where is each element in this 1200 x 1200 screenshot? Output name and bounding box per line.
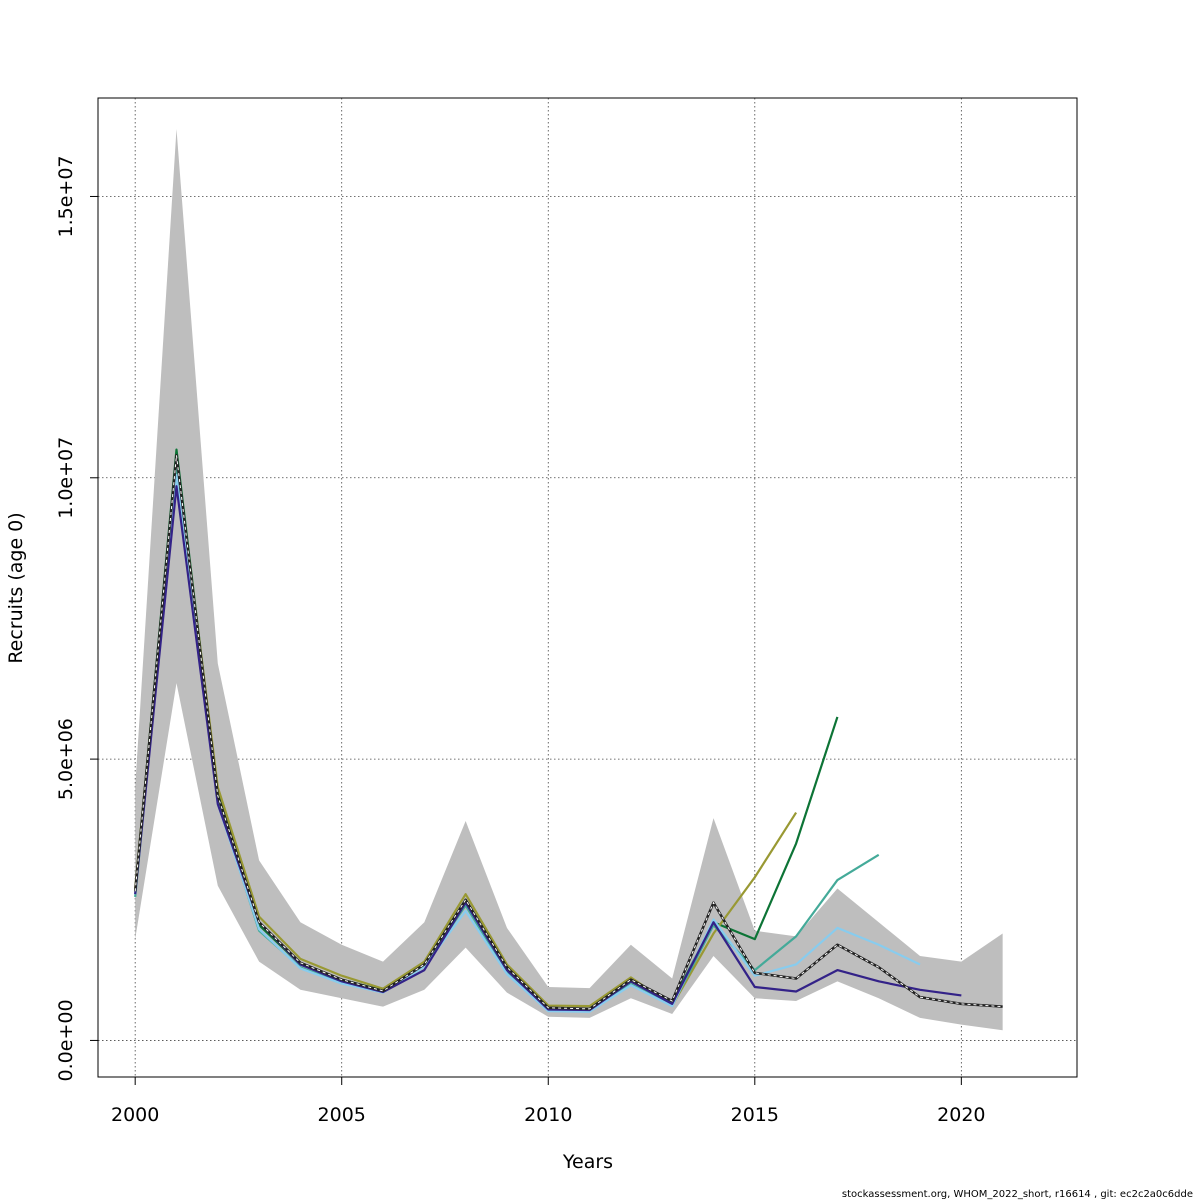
x-tick-label-4: 2020 — [937, 1104, 985, 1126]
series-layer — [133, 448, 1003, 1013]
grid — [98, 98, 1077, 1077]
x-tick-label-2: 2010 — [524, 1104, 572, 1126]
y-tick-label-0: 0.0e+00 — [55, 999, 77, 1081]
x-tick-label-1: 2005 — [318, 1104, 366, 1126]
series-line-1 — [134, 456, 798, 1008]
footer-credit: stockassessment.org, WHOM_2022_short, r1… — [842, 1189, 1193, 1200]
y-tick-label-2: 1.0e+07 — [55, 437, 77, 519]
x-axis: 2000 2005 2010 2015 2020 — [111, 1076, 986, 1126]
y-tick-label-3: 1.5e+07 — [55, 155, 77, 237]
series-line-3 — [134, 473, 921, 1013]
y-tick-label-1: 5.0e+06 — [55, 718, 77, 800]
x-axis-title: Years — [562, 1151, 613, 1173]
x-tick-label-3: 2015 — [731, 1104, 779, 1126]
x-tick-label-0: 2000 — [111, 1104, 159, 1126]
y-axis-title: Recruits (age 0) — [5, 512, 27, 663]
series-line-5-dash — [134, 455, 1003, 1010]
y-axis: 0.0e+00 5.0e+06 1.0e+07 1.5e+07 — [55, 155, 99, 1081]
